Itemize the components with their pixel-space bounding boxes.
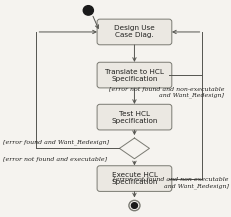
Text: Test HCL
Specification: Test HCL Specification [111, 111, 157, 124]
Text: Execute HCL
Specification: Execute HCL Specification [111, 172, 157, 185]
FancyBboxPatch shape [97, 104, 171, 130]
FancyBboxPatch shape [97, 62, 171, 88]
FancyBboxPatch shape [97, 19, 171, 45]
FancyBboxPatch shape [97, 166, 171, 191]
Text: [error not found and executable]: [error not found and executable] [3, 157, 107, 162]
Circle shape [83, 6, 93, 15]
Circle shape [131, 203, 137, 208]
Text: Design Use
Case Diag.: Design Use Case Diag. [114, 25, 154, 38]
Text: [error not found and non-executable
and Want_Redesign]: [error not found and non-executable and … [108, 87, 223, 98]
Text: Translate to HCL
Specification: Translate to HCL Specification [105, 69, 163, 82]
Text: [error found and Want_Redesign]: [error found and Want_Redesign] [3, 139, 109, 145]
Text: [error not found and non-executable
and Want_Redesign]: [error not found and non-executable and … [113, 177, 228, 189]
